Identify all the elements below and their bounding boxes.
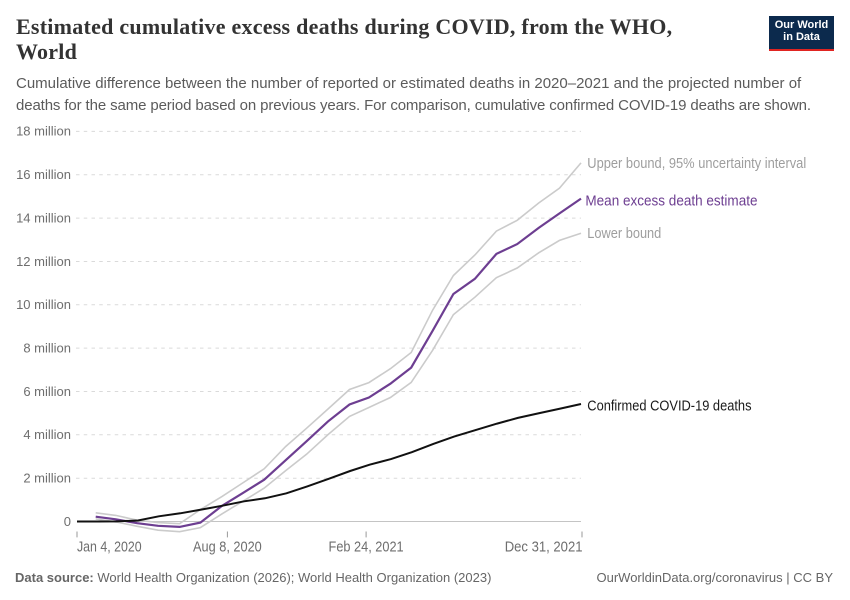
svg-text:Dec 31, 2021: Dec 31, 2021	[505, 538, 583, 555]
svg-text:16 million: 16 million	[16, 167, 71, 182]
svg-text:Mean excess death estimate: Mean excess death estimate	[585, 192, 757, 209]
svg-text:2 million: 2 million	[23, 471, 71, 486]
svg-text:Confirmed COVID-19 deaths: Confirmed COVID-19 deaths	[587, 398, 751, 415]
svg-text:8 million: 8 million	[23, 340, 71, 355]
svg-text:0: 0	[64, 514, 71, 529]
svg-text:Aug 8, 2020: Aug 8, 2020	[193, 538, 262, 555]
svg-text:12 million: 12 million	[16, 254, 71, 269]
svg-text:10 million: 10 million	[16, 297, 71, 312]
svg-text:Upper bound, 95% uncertainty i: Upper bound, 95% uncertainty interval	[587, 155, 806, 172]
svg-text:Jan 4, 2020: Jan 4, 2020	[77, 538, 142, 555]
svg-text:4 million: 4 million	[23, 427, 71, 442]
svg-text:14 million: 14 million	[16, 210, 71, 225]
svg-text:Feb 24, 2021: Feb 24, 2021	[329, 538, 404, 555]
svg-text:Lower bound: Lower bound	[587, 225, 661, 242]
svg-text:18 million: 18 million	[16, 124, 71, 139]
svg-text:6 million: 6 million	[23, 384, 71, 399]
